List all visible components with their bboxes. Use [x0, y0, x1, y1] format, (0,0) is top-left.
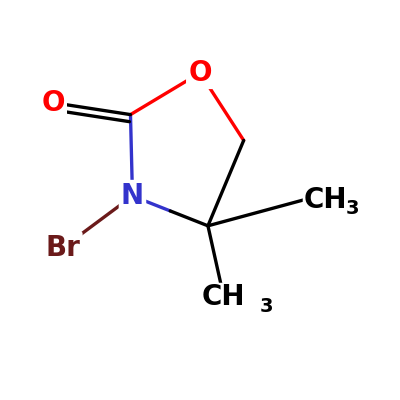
Text: 3: 3: [260, 296, 273, 316]
Text: CH: CH: [303, 186, 347, 214]
Text: CH: CH: [202, 283, 246, 311]
Text: 3: 3: [346, 199, 360, 218]
Text: O: O: [41, 89, 65, 117]
Text: Br: Br: [46, 234, 80, 262]
Text: O: O: [188, 59, 212, 87]
Text: N: N: [121, 182, 144, 210]
